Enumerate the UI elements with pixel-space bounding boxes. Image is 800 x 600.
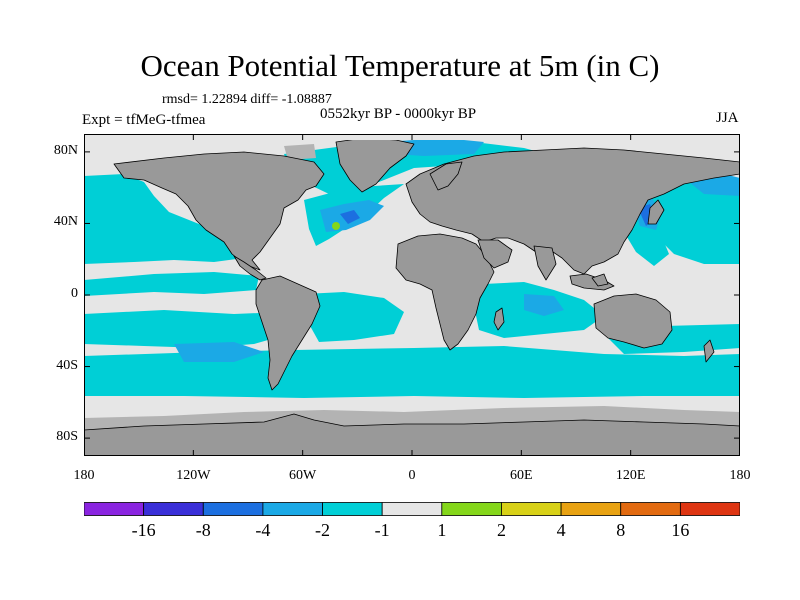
map-title: Ocean Potential Temperature at 5m (in C) <box>140 48 660 83</box>
colorbar-bin <box>501 502 562 516</box>
x-tick-label: 180 <box>729 468 751 483</box>
scandinavia <box>429 161 463 191</box>
experiment-label: Expt = tfMeG-tfmea <box>82 112 206 128</box>
africa <box>395 233 495 351</box>
colorbar-bin <box>381 502 443 516</box>
india <box>533 245 557 281</box>
colorbar-label: 4 <box>556 520 566 540</box>
colorbar-label: 8 <box>616 520 626 540</box>
colorbar-label: -1 <box>374 520 390 540</box>
south-america <box>255 275 321 391</box>
colorbar-bin <box>441 502 502 516</box>
colorbar-bin <box>262 502 323 516</box>
borneo <box>591 273 609 287</box>
colorbar-label: 2 <box>496 520 506 540</box>
period-label: 0552kyr BP - 0000kyr BP <box>320 106 477 122</box>
y-tick-label: 40N <box>53 214 78 230</box>
x-tick-label: 180 <box>73 468 95 483</box>
antarctica <box>84 413 740 456</box>
colorbar-label: -16 <box>131 520 156 540</box>
colorbar-bin <box>679 502 740 516</box>
eurasia <box>405 147 740 275</box>
x-tick-label: 60W <box>289 468 317 483</box>
colorbar-bin <box>322 502 383 516</box>
colorbar-bin <box>560 502 622 516</box>
colorbar-bin <box>143 502 204 516</box>
indonesia <box>569 273 615 291</box>
colorbar-label: -4 <box>255 520 271 540</box>
x-tick-label: 120E <box>615 468 646 483</box>
central-america <box>233 255 267 281</box>
map-ticks <box>84 134 740 456</box>
colorbar <box>84 502 740 516</box>
colorbar-label: 1 <box>437 520 447 540</box>
x-tick-label: 60E <box>510 468 533 483</box>
colorbar-bin <box>620 502 681 516</box>
colorbar-label: 16 <box>671 520 690 540</box>
x-tick-label: 120W <box>176 468 211 483</box>
australia <box>593 293 673 349</box>
y-tick-label: 40S <box>56 357 78 373</box>
season-label: JJA <box>716 110 739 126</box>
colorbar-bin <box>202 502 264 516</box>
map-panel <box>84 134 740 456</box>
arabia <box>477 239 513 269</box>
y-tick-label: 80S <box>56 429 78 445</box>
stats-label: rmsd= 1.22894 diff= -1.08887 <box>162 92 332 107</box>
land-masses <box>84 137 740 456</box>
japan <box>647 199 665 225</box>
madagascar <box>493 307 505 331</box>
colorbar-label: -8 <box>195 520 211 540</box>
new-zealand <box>703 339 715 363</box>
y-tick-label: 80N <box>53 142 78 158</box>
north-america <box>113 151 325 271</box>
colorbar-label: -2 <box>315 520 331 540</box>
x-tick-label: 0 <box>408 468 416 483</box>
colorbar-bin <box>84 502 145 516</box>
y-tick-label: 0 <box>71 286 78 301</box>
map-canvas <box>84 134 740 456</box>
warm-patch <box>332 222 340 230</box>
